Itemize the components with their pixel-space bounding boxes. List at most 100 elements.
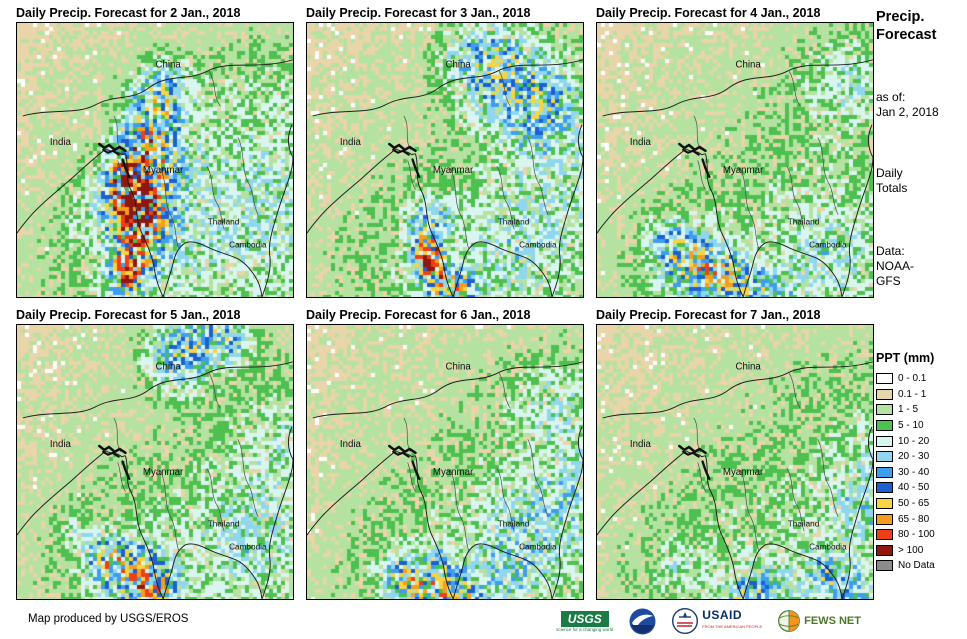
label-india: India [340,137,362,148]
panel-title: Daily Precip. Forecast for 4 Jan., 2018 [596,6,821,20]
legend-entry: 80 - 100 [876,527,966,543]
legend-entry: 20 - 30 [876,449,966,465]
legend-label: 1 - 5 [898,404,919,416]
noaa-seal-icon [629,608,656,634]
legend-swatch [876,451,893,463]
label-cambodia: Cambodia [809,543,847,552]
fewsnet-globe-icon [778,610,801,632]
label-myanmar: Myanmar [433,165,474,176]
label-thailand: Thailand [498,519,530,528]
label-myanmar: Myanmar [143,165,184,176]
map-overlay: China India Myanmar Thailand Cambodia [597,59,873,297]
sidebar-title-line: Forecast [876,27,937,43]
totals-line: Totals [876,181,908,195]
map-overlay: China India Myanmar Thailand Cambodia [17,59,293,297]
legend-swatch [876,373,893,385]
legend-entry: 10 - 20 [876,433,966,449]
usgs-logo: USGS science for a changing world [556,610,613,632]
coastlines [597,361,873,599]
legend-swatch [876,529,893,541]
usaid-text: USAID FROM THE AMERICAN PEOPLE [702,608,763,632]
legend-swatch [876,404,893,416]
label-thailand: Thailand [788,519,820,528]
forecast-panel: Daily Precip. Forecast for 2 Jan., 2018 … [16,5,294,298]
map-overlay: China India Myanmar Thailand Cambodia [307,59,583,297]
label-myanmar: Myanmar [143,467,184,478]
label-india: India [630,439,652,450]
legend-entry: > 100 [876,543,966,559]
label-thailand: Thailand [208,519,240,528]
label-myanmar: Myanmar [723,467,764,478]
legend-swatch [876,482,893,494]
delta-marks [98,444,131,481]
panel-title: Daily Precip. Forecast for 3 Jan., 2018 [306,6,531,20]
fewsnet-logo-text: FEWS NET [804,615,861,627]
forecast-panel: Daily Precip. Forecast for 4 Jan., 2018 … [596,5,874,298]
usaid-logo-text: USAID [702,608,743,622]
map-overlay: China India Myanmar Thailand Cambodia [17,361,293,599]
legend-label: 0 - 0.1 [898,373,927,385]
precip-map: China India Myanmar Thailand Cambodia [16,22,294,298]
precip-map: China India Myanmar Thailand Cambodia [16,324,294,600]
precip-map: China India Myanmar Thailand Cambodia [596,324,874,600]
label-india: India [50,137,72,148]
panel-title: Daily Precip. Forecast for 6 Jan., 2018 [306,308,531,322]
delta-marks [678,444,711,481]
label-india: India [630,137,652,148]
noaa-logo [629,608,656,635]
precip-map: China India Myanmar Thailand Cambodia [596,22,874,298]
legend-swatch [876,544,893,556]
label-thailand: Thailand [208,217,240,226]
legend-label: 5 - 10 [898,420,924,432]
panels-grid: Daily Precip. Forecast for 2 Jan., 2018 … [16,5,874,600]
delta-marks [98,142,131,179]
legend-entry: 65 - 80 [876,511,966,527]
panel-title: Daily Precip. Forecast for 7 Jan., 2018 [596,308,821,322]
legend-swatch [876,498,893,510]
legend-entry: 0.1 - 1 [876,387,966,403]
label-china: China [735,60,761,71]
sidebar-title-line: Precip. [876,9,925,25]
forecast-panel: Daily Precip. Forecast for 3 Jan., 2018 … [306,5,584,298]
footer: Map produced by USGS/EROS USGS science f… [0,604,967,639]
usaid-seal-icon [672,608,699,634]
label-myanmar: Myanmar [723,165,764,176]
coastlines [307,59,583,297]
legend-label: 30 - 40 [898,466,930,478]
usaid-logo: USAID FROM THE AMERICAN PEOPLE [672,608,762,634]
legend-entries: 0 - 0.1 0.1 - 1 1 - 5 5 - 10 10 - 20 20 - 30 3… [876,371,966,574]
precip-raster [17,23,293,297]
data-source-line: GFS [876,274,901,288]
legend-title: PPT (mm) [876,351,935,365]
totals-block: Daily Totals [876,166,966,196]
coastlines [597,59,873,297]
map-overlay: China India Myanmar Thailand Cambodia [307,361,583,599]
legend-entry: No Data [876,558,966,574]
label-china: China [445,362,471,373]
legend-entry: 50 - 65 [876,496,966,512]
legend-entry: 0 - 0.1 [876,371,966,387]
label-china: China [445,60,471,71]
label-myanmar: Myanmar [433,467,474,478]
usgs-logo-text: USGS [560,610,609,627]
precip-raster [597,325,873,599]
country-borders [693,372,839,551]
delta-marks [388,444,421,481]
legend-swatch [876,466,893,478]
coastlines [17,361,293,599]
country-borders [693,70,839,249]
legend-swatch [876,435,893,447]
precip-map: China India Myanmar Thailand Cambodia [306,22,584,298]
legend-label: > 100 [898,544,924,556]
usaid-tagline: FROM THE AMERICAN PEOPLE [702,624,763,629]
as-of-block: as of: Jan 2, 2018 [876,90,966,120]
precip-raster [307,23,583,297]
legend: PPT (mm) 0 - 0.1 0.1 - 1 1 - 5 5 - 10 10 - 2… [876,351,966,574]
map-credit: Map produced by USGS/EROS [28,613,189,625]
precip-raster [307,325,583,599]
label-china: China [735,362,761,373]
legend-swatch [876,560,893,572]
legend-label: 10 - 20 [898,435,930,447]
legend-entry: 30 - 40 [876,465,966,481]
